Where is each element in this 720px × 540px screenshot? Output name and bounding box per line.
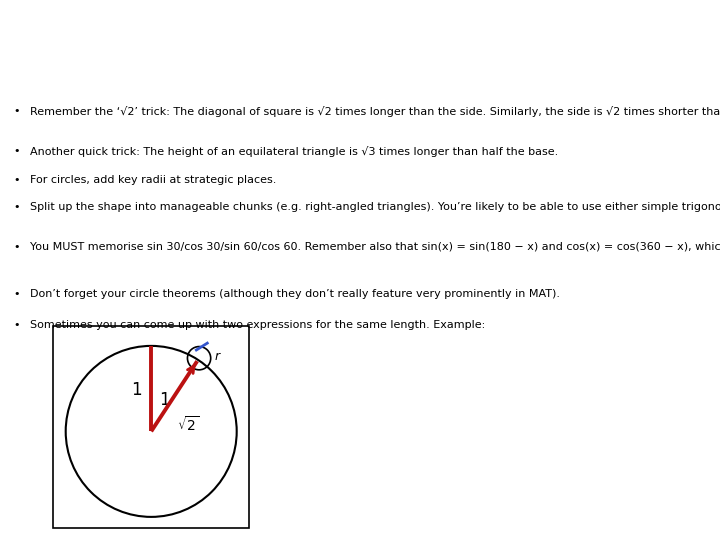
Text: Another quick trick: The height of an equilateral triangle is √3 times longer th: Another quick trick: The height of an eq… (30, 146, 559, 157)
Text: Sometimes you can come up with two expressions for the same length. Example:: Sometimes you can come up with two expre… (30, 320, 485, 330)
Text: •: • (13, 202, 19, 212)
Text: •: • (13, 320, 19, 330)
Text: For circles, add key radii at strategic places.: For circles, add key radii at strategic … (30, 175, 276, 185)
Text: Preliminary Tips: Preliminary Tips (13, 73, 135, 86)
Text: $\sqrt{2}$: $\sqrt{2}$ (176, 415, 199, 434)
Text: •: • (13, 288, 19, 299)
Text: r: r (214, 350, 220, 363)
Text: 1: 1 (159, 391, 170, 409)
Text: Don’t forget your circle theorems (although they don’t really feature very promi: Don’t forget your circle theorems (altho… (30, 288, 560, 299)
Text: •: • (13, 242, 19, 252)
Text: Area/Perimeter: Area/Perimeter (13, 16, 284, 50)
Text: •: • (13, 106, 19, 116)
Text: You MUST memorise sin 30/cos 30/sin 60/cos 60. Remember also that sin(x) = sin(1: You MUST memorise sin 30/cos 30/sin 60/c… (30, 242, 720, 252)
Text: ?: ? (504, 474, 518, 502)
Text: Remember the ‘√2’ trick: The diagonal of square is √2 times longer than the side: Remember the ‘√2’ trick: The diagonal of… (30, 106, 720, 117)
Text: •: • (13, 175, 19, 185)
Text: •: • (13, 146, 19, 156)
Text: Split up the shape into manageable chunks (e.g. right-angled triangles). You’re : Split up the shape into manageable chunk… (30, 202, 720, 212)
Text: 1: 1 (131, 381, 142, 400)
Text: The radius of the big circle is 1.  What is
the radius of the small circle?: The radius of the big circle is 1. What … (330, 355, 609, 389)
